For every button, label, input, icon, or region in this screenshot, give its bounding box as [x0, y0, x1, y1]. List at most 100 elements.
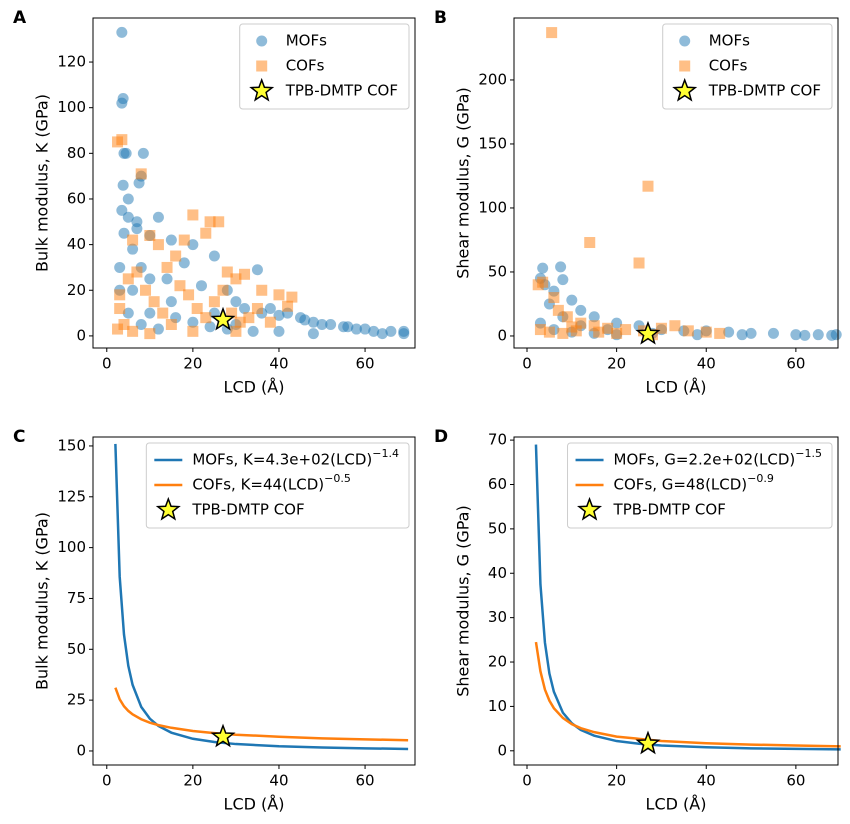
point	[187, 325, 199, 337]
y-tick-label: 70	[488, 431, 507, 449]
point	[611, 327, 623, 339]
point	[144, 307, 156, 319]
legend-box	[239, 23, 410, 110]
point	[187, 239, 199, 251]
point	[611, 317, 623, 329]
legend-label: TPB-DMTP COF	[613, 501, 726, 519]
x-tick-label: 60	[786, 772, 805, 790]
point	[534, 324, 546, 336]
x-axis-label: LCD (Å)	[646, 378, 707, 397]
point	[247, 325, 259, 337]
point	[548, 292, 560, 304]
y-tick-label: 60	[67, 189, 86, 207]
point	[200, 227, 212, 239]
point	[217, 284, 229, 296]
point	[200, 312, 212, 324]
point	[195, 280, 207, 292]
point	[204, 321, 216, 333]
y-tick-label: 40	[67, 235, 86, 253]
y-axis-label: Shear modulus, G (GPa)	[454, 87, 473, 278]
legend-label: MOFs, K=4.3e+02(LCD)−1.4	[192, 447, 399, 469]
y-tick-label: 50	[488, 262, 507, 280]
line	[114, 687, 409, 742]
point	[642, 180, 654, 192]
point	[256, 284, 268, 296]
y-tick-label: 25	[67, 691, 86, 709]
point	[588, 320, 600, 332]
star-marker	[635, 730, 661, 755]
legend-box	[567, 442, 833, 529]
point	[127, 243, 139, 255]
legend: MOFs, K=4.3e+02(LCD)−1.4 COFs, K=44(LCD)−…	[145, 442, 410, 529]
point	[165, 318, 177, 330]
point	[790, 329, 802, 341]
star-marker	[210, 723, 236, 748]
point	[122, 307, 134, 319]
legend-label: MOFs	[286, 32, 327, 50]
y-tick-label: 0	[76, 326, 86, 344]
y-tick-label: 40	[488, 564, 507, 582]
legend: MOFs COFs TPB-DMTP COF	[239, 23, 410, 110]
panel-label: C	[13, 427, 25, 447]
point	[144, 273, 156, 285]
point	[127, 234, 139, 246]
legend-marker	[672, 77, 698, 102]
point	[555, 261, 567, 273]
point	[127, 284, 139, 296]
point	[208, 296, 220, 308]
plot-frame	[92, 436, 416, 766]
point	[144, 328, 156, 340]
y-tick-label: 50	[67, 640, 86, 658]
point	[230, 296, 242, 308]
point	[566, 321, 578, 333]
line	[534, 641, 841, 748]
point	[178, 257, 190, 269]
point	[561, 311, 573, 323]
point	[620, 324, 632, 336]
point	[398, 325, 410, 337]
star-marker	[635, 320, 661, 345]
point	[144, 229, 156, 241]
point	[566, 294, 578, 306]
point	[273, 309, 285, 321]
plot-frame	[92, 17, 416, 349]
y-tick-label: 100	[57, 538, 86, 556]
point	[584, 237, 596, 249]
x-tick-label: 0	[522, 772, 532, 790]
point	[669, 320, 681, 332]
legend-label: MOFs	[709, 32, 750, 50]
point	[700, 326, 712, 338]
y-tick-label: 60	[488, 475, 507, 493]
point	[165, 296, 177, 308]
point	[213, 216, 225, 228]
point	[812, 329, 824, 341]
y-tick-label: 20	[488, 653, 507, 671]
point	[116, 97, 128, 109]
point	[135, 168, 147, 180]
y-tick-label: 0	[497, 326, 507, 344]
x-tick-label: 0	[522, 355, 532, 373]
x-axis-label: LCD (Å)	[646, 795, 707, 814]
point	[557, 274, 569, 286]
y-tick-label: 200	[478, 70, 507, 88]
point	[116, 134, 128, 146]
y-tick-label: 100	[478, 198, 507, 216]
x-tick-label: 0	[102, 355, 112, 373]
point	[593, 326, 605, 338]
point	[114, 261, 126, 273]
legend-marker	[679, 60, 691, 72]
y-axis-label: Bulk modulus, K (GPa)	[33, 94, 52, 272]
star-marker	[210, 306, 236, 331]
point	[239, 303, 251, 315]
panel-label: D	[434, 427, 448, 447]
y-axis-label: Shear modulus, G (GPa)	[454, 505, 473, 696]
point	[633, 257, 645, 269]
line	[534, 444, 841, 751]
legend-marker	[256, 35, 268, 47]
point	[112, 323, 124, 335]
point	[122, 211, 134, 223]
y-tick-label: 150	[57, 436, 86, 454]
point	[122, 193, 134, 205]
point	[385, 325, 397, 337]
point	[131, 266, 143, 278]
